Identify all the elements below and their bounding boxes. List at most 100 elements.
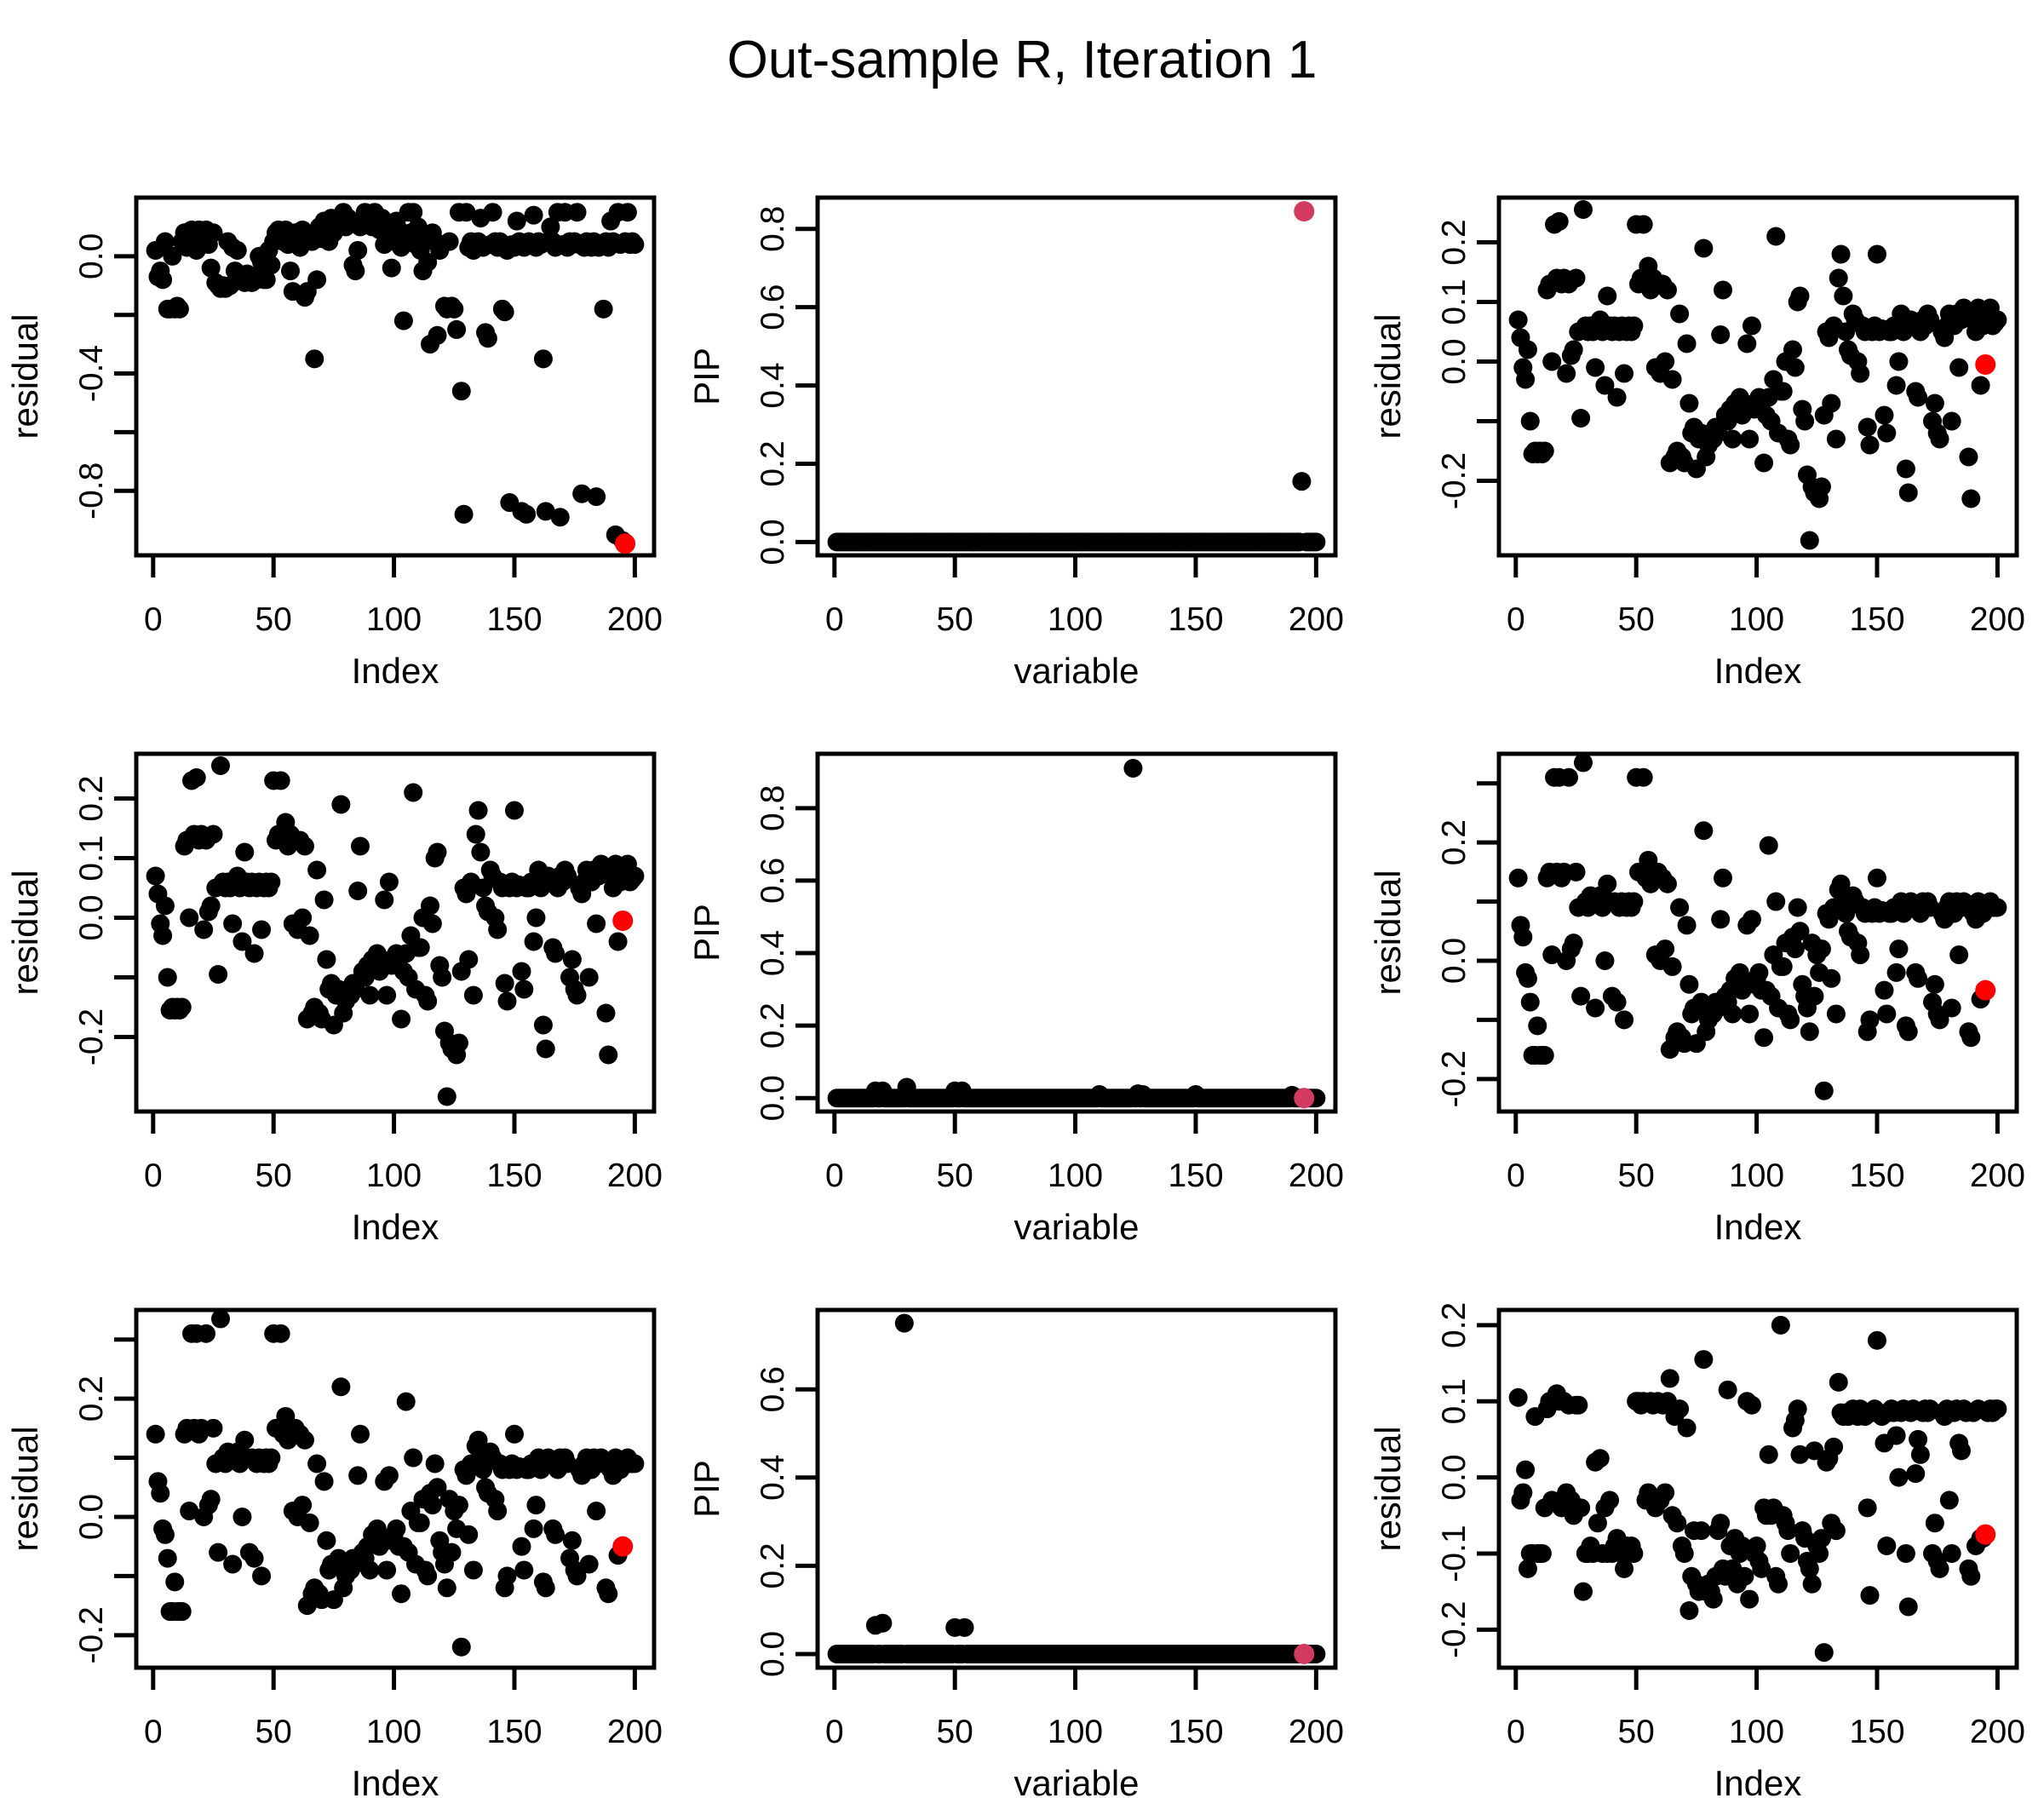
data-point	[293, 1496, 313, 1515]
data-point	[536, 1578, 555, 1598]
data-point	[1867, 244, 1886, 264]
data-point	[1988, 310, 2007, 330]
x-tick-label: 150	[1849, 1714, 1904, 1750]
data-point	[894, 1313, 914, 1333]
data-point	[1867, 868, 1886, 888]
data-point	[1615, 364, 1634, 383]
data-point	[280, 261, 300, 281]
y-tick-label: -0.1	[1436, 1525, 1473, 1582]
data-point	[1781, 1543, 1800, 1563]
x-tick-label: 0	[144, 601, 163, 638]
x-tick-label: 0	[144, 1157, 163, 1194]
y-tick-label: -0.2	[1436, 452, 1473, 509]
data-point	[295, 836, 314, 856]
data-point	[295, 1430, 314, 1450]
data-point	[1909, 1429, 1928, 1449]
data-point	[1860, 435, 1880, 455]
data-point	[233, 932, 252, 951]
y-tick-label: 0.6	[755, 1366, 791, 1412]
data-point	[1711, 910, 1731, 929]
data-point	[1959, 447, 1978, 467]
data-point	[1805, 986, 1824, 1006]
data-point	[404, 783, 423, 802]
y-tick-label: 0.0	[1436, 938, 1473, 984]
data-point	[360, 1560, 380, 1580]
x-axis-title: Index	[352, 1207, 439, 1247]
data-point	[1742, 1395, 1761, 1415]
data-point	[1857, 1498, 1877, 1518]
data-point	[1939, 1491, 1959, 1510]
data-point	[1906, 1464, 1926, 1484]
data-point	[1826, 429, 1846, 449]
plot-box	[815, 195, 1338, 558]
data-point	[169, 299, 189, 319]
data-point	[1778, 1521, 1798, 1541]
data-point	[873, 1613, 893, 1633]
plot-box	[815, 751, 1338, 1114]
data-point	[235, 842, 255, 862]
data-point	[392, 1584, 411, 1604]
data-point	[244, 1548, 264, 1568]
x-tick-label: 200	[1289, 1714, 1344, 1750]
data-point	[1740, 1004, 1760, 1024]
x-tick-label: 50	[936, 1714, 973, 1750]
x-tick-label: 150	[1849, 1157, 1904, 1194]
data-point	[379, 872, 399, 892]
data-point	[1773, 956, 1793, 976]
data-point	[1532, 1543, 1552, 1563]
data-point	[439, 232, 459, 251]
data-point	[1615, 1010, 1634, 1030]
data-point	[483, 203, 502, 222]
data-point	[201, 258, 221, 278]
data-point	[348, 882, 368, 900]
data-point	[466, 824, 485, 844]
data-point	[1857, 417, 1877, 437]
x-axis-title: variable	[1013, 1763, 1139, 1798]
y-tick-label: 0.8	[755, 785, 791, 831]
x-tick-label: 100	[1048, 1714, 1103, 1750]
x-tick-label: 200	[607, 1714, 663, 1750]
data-point	[567, 203, 587, 222]
y-tick-label: 0.6	[755, 284, 791, 330]
x-tick-label: 150	[1168, 1714, 1223, 1750]
data-point	[256, 270, 276, 290]
y-tick-label: -0.2	[73, 1008, 110, 1066]
data-point	[1886, 962, 1906, 982]
data-point	[471, 842, 491, 862]
data-point	[1886, 376, 1906, 395]
highlight-point	[612, 910, 634, 931]
data-point	[1674, 1543, 1694, 1563]
data-point	[1921, 310, 1940, 330]
y-tick-label: 0.0	[755, 1631, 791, 1677]
data-point	[382, 258, 401, 278]
y-tick-label: 0.1	[1436, 279, 1473, 325]
y-tick-label: 0.2	[73, 1376, 110, 1422]
data-point	[1898, 483, 1918, 503]
x-tick-label: 0	[1507, 1157, 1525, 1194]
data-point	[1633, 215, 1653, 234]
data-point	[1600, 1491, 1620, 1510]
y-tick-label: 0.0	[73, 1494, 110, 1540]
data-point	[1860, 1586, 1880, 1606]
data-point	[459, 950, 479, 969]
data-point	[155, 896, 175, 916]
data-point	[1851, 364, 1870, 383]
x-tick-label: 150	[486, 1714, 542, 1750]
data-point	[1691, 1521, 1711, 1541]
data-point	[305, 349, 324, 369]
data-point	[514, 979, 534, 999]
data-point	[1896, 1543, 1915, 1563]
x-tick-label: 150	[486, 601, 542, 638]
data-point	[497, 1566, 517, 1586]
data-point	[1742, 910, 1761, 929]
data-point	[1535, 1046, 1554, 1066]
plot-box	[134, 751, 657, 1114]
data-point	[437, 1087, 456, 1106]
data-point	[1942, 998, 1961, 1018]
y-axis-title: PIP	[686, 904, 726, 962]
data-point	[625, 866, 645, 886]
data-point	[1508, 868, 1528, 888]
panel-top-left: 0 50 100 150 200 Index 0.0 -0.4 -0.8 residual	[5, 195, 663, 691]
data-point	[1564, 933, 1583, 953]
data-point	[1520, 411, 1540, 431]
